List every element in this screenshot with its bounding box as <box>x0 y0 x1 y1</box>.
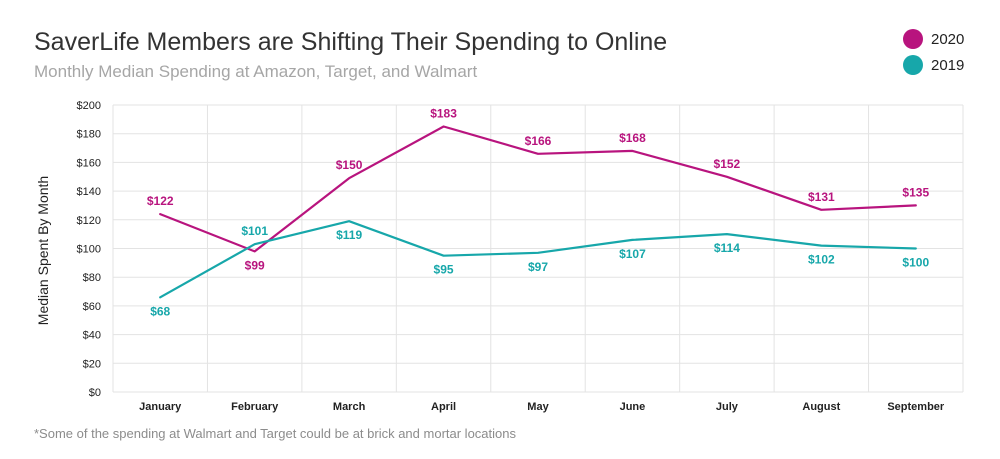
y-tick-label: $200 <box>77 100 101 112</box>
data-label-2020: $183 <box>430 107 457 121</box>
y-tick-label: $0 <box>89 387 101 399</box>
data-label-2019: $68 <box>150 304 170 318</box>
y-tick-label: $120 <box>77 215 101 227</box>
data-label-2020: $166 <box>525 134 552 148</box>
x-tick-label: February <box>231 401 279 413</box>
data-label-2020: $152 <box>714 157 741 171</box>
legend-swatch-2019 <box>903 55 923 75</box>
legend-item-2019: 2019 <box>903 53 964 77</box>
chart-title: SaverLife Members are Shifting Their Spe… <box>34 28 668 56</box>
x-tick-label: March <box>333 401 366 413</box>
legend-item-2020: 2020 <box>903 27 964 51</box>
y-tick-label: $180 <box>77 129 101 141</box>
footnote: *Some of the spending at Walmart and Tar… <box>34 426 516 441</box>
chart-subtitle: Monthly Median Spending at Amazon, Targe… <box>34 62 478 81</box>
data-label-2019: $114 <box>714 241 740 255</box>
x-tick-label: August <box>802 401 840 413</box>
data-label-2019: $119 <box>336 228 362 242</box>
series-line-2020 <box>159 125 917 253</box>
data-label-2020: $168 <box>619 131 646 145</box>
series-line-2019 <box>159 220 917 299</box>
y-tick-label: $100 <box>77 244 101 256</box>
data-label-2020: $122 <box>147 194 174 208</box>
data-label-2020: $131 <box>808 190 835 204</box>
data-label-2019: $102 <box>808 253 835 267</box>
y-axis-label: Median Spent By Month <box>35 176 51 325</box>
x-tick-label: July <box>716 401 739 413</box>
x-tick-label: May <box>527 401 549 413</box>
y-tick-label: $20 <box>83 358 101 370</box>
y-tick-label: $160 <box>77 157 101 169</box>
data-label-2020: $135 <box>902 185 929 199</box>
x-tick-label: September <box>887 401 945 413</box>
x-tick-label: June <box>620 401 646 413</box>
data-label-2019: $100 <box>902 256 929 270</box>
y-tick-label: $40 <box>83 330 101 342</box>
y-tick-label: $60 <box>83 301 101 313</box>
data-label-2019: $97 <box>528 260 548 274</box>
y-tick-label: $140 <box>77 186 101 198</box>
data-label-2019: $95 <box>434 263 454 277</box>
data-label-2020: $150 <box>336 158 363 172</box>
data-label-2020: $99 <box>245 258 265 272</box>
x-tick-label: April <box>431 401 456 413</box>
legend: 2020 2019 <box>903 27 964 79</box>
data-label-2019: $101 <box>241 224 268 238</box>
legend-label-2020: 2020 <box>931 30 965 48</box>
data-label-2019: $107 <box>619 247 646 261</box>
legend-label-2019: 2019 <box>931 56 965 74</box>
y-tick-label: $80 <box>83 272 101 284</box>
x-tick-label: January <box>139 401 182 413</box>
legend-swatch-2020 <box>903 29 923 49</box>
